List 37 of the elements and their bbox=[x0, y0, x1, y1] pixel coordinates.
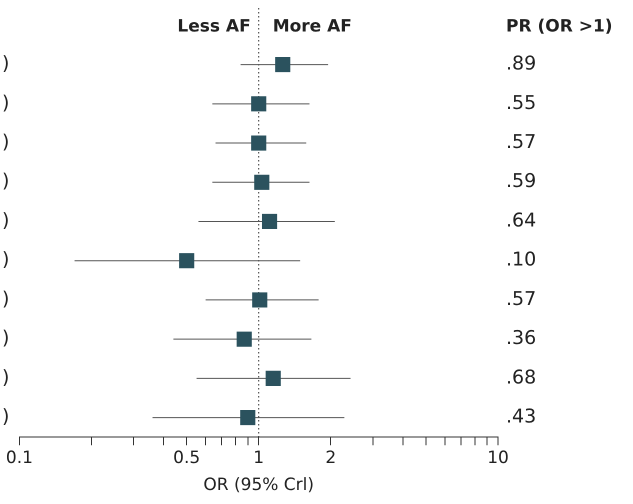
text: .36 bbox=[506, 327, 536, 350]
point bbox=[251, 96, 266, 112]
y-tick-label: ) bbox=[2, 130, 10, 153]
x-tick-label: 0.5 bbox=[173, 448, 200, 468]
point bbox=[266, 370, 281, 386]
y-tick-label: ) bbox=[2, 366, 10, 388]
point bbox=[251, 135, 266, 151]
point bbox=[236, 332, 252, 347]
y-tick-label: ) bbox=[2, 327, 10, 350]
x-tick-label: 10 bbox=[487, 448, 509, 468]
point bbox=[262, 214, 278, 230]
text: .55 bbox=[506, 92, 536, 114]
x-tick-label: 0.1 bbox=[6, 448, 33, 468]
y-tick-label: ) bbox=[2, 406, 10, 428]
annotation: Less AF bbox=[177, 16, 251, 36]
x-axis-title: OR (95% Crl) bbox=[203, 475, 314, 496]
text: .64 bbox=[506, 209, 536, 232]
text: .10 bbox=[506, 248, 536, 271]
text: .89 bbox=[506, 52, 536, 75]
y-tick-label: ) bbox=[2, 92, 10, 114]
text: .59 bbox=[506, 170, 536, 192]
text: PR (OR >1) bbox=[506, 16, 613, 36]
x-tick-label: 1 bbox=[253, 448, 264, 468]
text: .68 bbox=[506, 366, 536, 388]
y-tick-label: ) bbox=[2, 52, 10, 75]
point bbox=[252, 292, 268, 308]
y-tick-label: ) bbox=[2, 288, 10, 310]
annotation: More AF bbox=[272, 16, 352, 36]
point bbox=[254, 174, 270, 190]
text: .57 bbox=[506, 130, 536, 153]
text: .43 bbox=[506, 406, 536, 428]
x-tick-label: 2 bbox=[325, 448, 336, 468]
point bbox=[240, 410, 256, 426]
y-tick-label: ) bbox=[2, 170, 10, 192]
y-tick-label: ) bbox=[2, 209, 10, 232]
y-tick-label: ) bbox=[2, 248, 10, 271]
text: .57 bbox=[506, 288, 536, 310]
